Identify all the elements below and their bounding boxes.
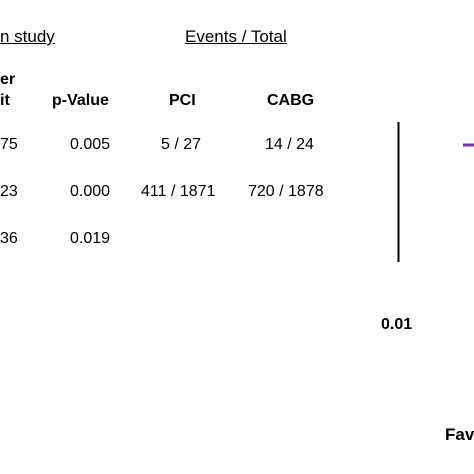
row1-pvalue: 0.005 (70, 136, 111, 153)
cabg-header: CABG (267, 92, 315, 109)
row1-limit: 75 (0, 136, 18, 153)
row1-pci: 5 / 27 (161, 136, 202, 153)
row3-limit: 36 (0, 230, 18, 247)
row2-cabg: 720 / 1878 (248, 183, 324, 200)
x-tick-label: 0.01 (381, 316, 413, 333)
row2-pci: 411 / 1871 (141, 183, 216, 200)
events-total-header: Events / Total (185, 27, 287, 46)
pvalue-header: p-Value (52, 92, 109, 109)
favors-label: Fav (445, 425, 474, 444)
row2-limit: 23 (0, 183, 18, 200)
pci-header: PCI (169, 92, 196, 109)
row1-cabg: 14 / 24 (265, 136, 314, 153)
row3-pvalue: 0.019 (70, 230, 111, 247)
row2-pvalue: 0.000 (70, 183, 111, 200)
study-header: n study (0, 27, 55, 46)
limit-header-bottom: it (0, 92, 10, 109)
limit-header-top: er (0, 71, 16, 88)
